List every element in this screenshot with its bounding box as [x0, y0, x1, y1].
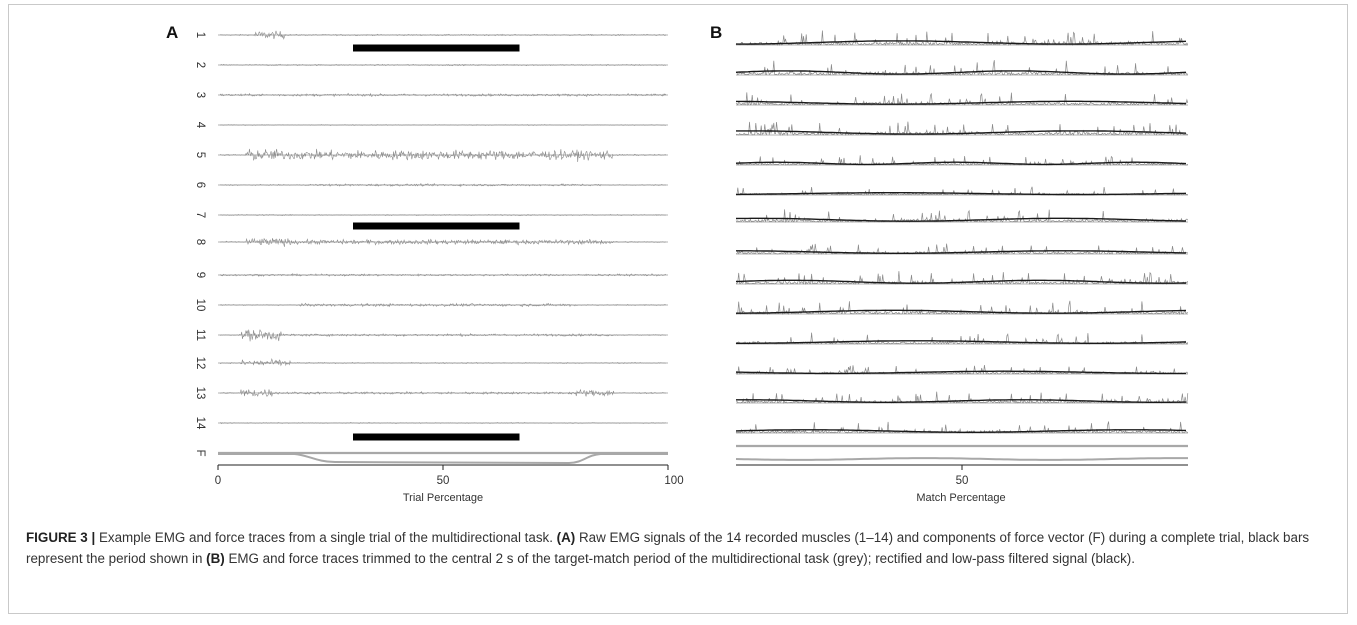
filtered-trace-b [736, 340, 1186, 344]
caption-label: FIGURE 3 | [26, 530, 96, 545]
rectified-trace-b [735, 30, 1189, 47]
emg-trace-a [219, 329, 667, 342]
caption-ref-a: (A) [556, 530, 576, 545]
filtered-trace-b [736, 309, 1187, 314]
filtered-trace-b [736, 250, 1186, 254]
emg-trace-a [219, 63, 666, 67]
panel-b: 50 [735, 30, 1189, 487]
caption-part-2: Raw EMG signals of the 14 recorded muscl… [26, 530, 1310, 566]
emg-trace-a [219, 30, 667, 40]
channel-label: F [194, 449, 206, 456]
rectified-trace-b [735, 243, 1188, 255]
emg-trace-a [220, 182, 667, 188]
channel-label: 7 [194, 212, 206, 218]
emg-trace-a [219, 357, 666, 367]
emg-trace-a [219, 237, 666, 247]
emg-trace-a [219, 213, 667, 216]
emg-trace-a [219, 148, 667, 163]
channel-label: 8 [194, 239, 206, 245]
x-tick-label-a: 100 [664, 475, 683, 487]
filtered-trace-b [735, 161, 1187, 166]
channel-label: 9 [194, 272, 206, 278]
filtered-trace-b [735, 279, 1186, 284]
panel-a-xlabel: Trial Percentage [403, 492, 483, 504]
caption-ref-b: (B) [206, 551, 225, 566]
x-tick-label-b: 50 [956, 475, 969, 487]
trim-period-bar [353, 222, 520, 230]
filtered-trace-b [735, 370, 1186, 375]
filtered-trace-b [736, 100, 1187, 105]
channel-label: 14 [194, 417, 206, 430]
channel-label: 6 [194, 182, 206, 188]
channel-label: 10 [194, 299, 206, 312]
rectified-trace-b [735, 421, 1188, 435]
panel-b-xlabel: Match Percentage [916, 492, 1005, 504]
channel-label: 3 [194, 92, 206, 98]
emg-trace-a [219, 92, 667, 98]
force-trace-b-2 [735, 457, 1188, 461]
filtered-trace-b [735, 429, 1186, 433]
panel-label-a: A [166, 23, 178, 42]
rectified-trace-b [735, 121, 1188, 137]
rectified-trace-b [735, 155, 1189, 166]
trim-period-bar [353, 44, 520, 52]
emg-trace-a [219, 272, 667, 277]
emg-trace-a [219, 124, 666, 126]
channel-label: 5 [194, 152, 206, 158]
trim-period-bar [353, 433, 520, 441]
filtered-trace-b [735, 70, 1187, 75]
channel-label: 4 [194, 122, 206, 129]
emg-trace-a [219, 302, 667, 308]
filtered-trace-b [736, 130, 1187, 135]
force-trace [218, 453, 668, 465]
channel-label: 13 [194, 387, 206, 400]
emg-trace-a [219, 388, 667, 397]
filtered-trace-b [736, 40, 1187, 45]
figure-caption: FIGURE 3 | Example EMG and force traces … [26, 527, 1326, 569]
caption-part-1: Example EMG and force traces from a sing… [95, 530, 557, 545]
caption-part-3: EMG and force traces trimmed to the cent… [224, 551, 1135, 566]
emg-trace-a [219, 422, 666, 425]
x-tick-label-a: 0 [215, 475, 221, 487]
channel-label: 12 [194, 357, 206, 370]
channel-label: 1 [194, 32, 206, 38]
channel-label: 2 [194, 62, 206, 68]
panel-label-b: B [710, 23, 722, 42]
x-tick-label-a: 50 [437, 475, 450, 487]
filtered-trace-b [736, 399, 1186, 403]
figure-frame [8, 4, 1348, 614]
rectified-trace-b [736, 391, 1189, 405]
filtered-trace-b [735, 217, 1186, 222]
rectified-trace-b [735, 271, 1189, 286]
filtered-trace-b [736, 192, 1187, 196]
channel-label: 11 [194, 329, 206, 341]
